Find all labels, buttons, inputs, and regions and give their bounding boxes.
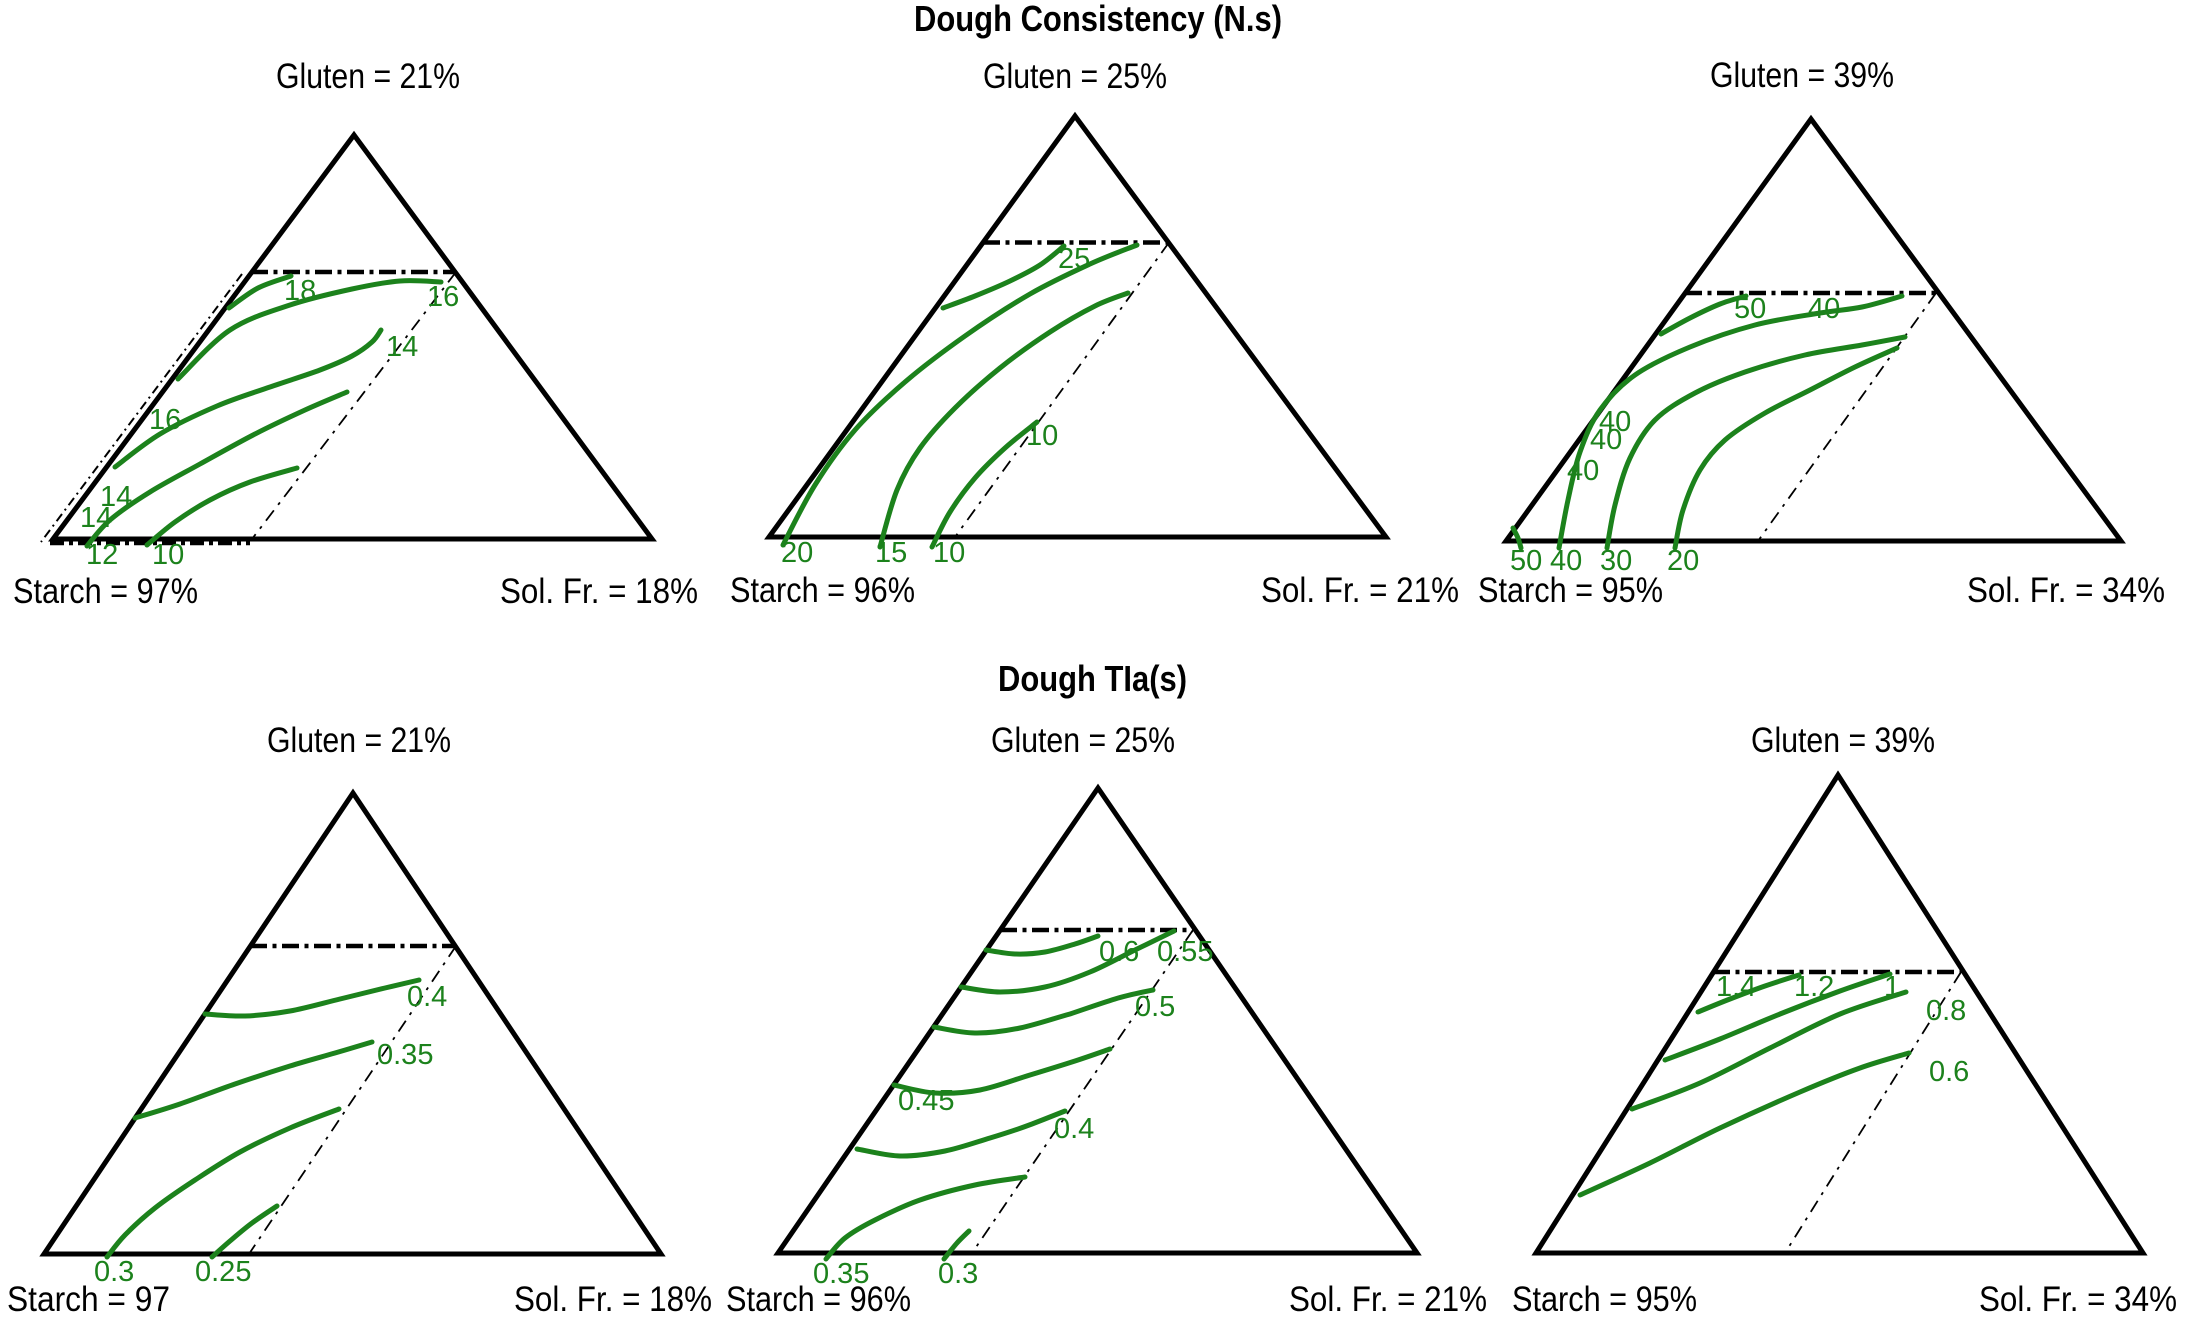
svg-text:10: 10 (1026, 420, 1058, 452)
svg-text:1.4: 1.4 (1716, 971, 1756, 1003)
svg-text:15: 15 (875, 537, 907, 569)
svg-text:Gluten = 25%: Gluten = 25% (991, 721, 1175, 760)
svg-text:Starch = 95%: Starch = 95% (1478, 571, 1663, 610)
svg-text:Sol. Fr. = 21%: Sol. Fr. = 21% (1261, 571, 1459, 610)
svg-text:Sol. Fr. = 18%: Sol. Fr. = 18% (514, 1280, 712, 1319)
svg-text:0.45: 0.45 (898, 1085, 954, 1117)
svg-text:40: 40 (1550, 545, 1582, 577)
svg-text:Gluten = 21%: Gluten = 21% (267, 721, 451, 760)
svg-text:10: 10 (152, 539, 184, 571)
svg-text:40: 40 (1808, 293, 1840, 325)
svg-text:50: 50 (1510, 545, 1542, 577)
svg-text:Starch = 95%: Starch = 95% (1512, 1280, 1697, 1319)
svg-text:Sol. Fr. = 34%: Sol. Fr. = 34% (1979, 1280, 2177, 1319)
svg-text:Gluten = 21%: Gluten = 21% (276, 57, 460, 96)
svg-text:1.2: 1.2 (1794, 971, 1834, 1003)
svg-text:0.25: 0.25 (195, 1256, 251, 1288)
svg-text:50: 50 (1734, 293, 1766, 325)
svg-text:Starch = 96%: Starch = 96% (730, 571, 915, 610)
svg-text:14: 14 (80, 502, 112, 534)
svg-text:25: 25 (1058, 243, 1090, 275)
svg-text:40: 40 (1567, 455, 1599, 487)
svg-text:Gluten = 39%: Gluten = 39% (1710, 56, 1894, 95)
svg-text:14: 14 (100, 481, 132, 513)
svg-text:Sol. Fr. = 34%: Sol. Fr. = 34% (1967, 571, 2165, 610)
svg-text:0.5: 0.5 (1135, 991, 1175, 1023)
svg-text:Gluten = 25%: Gluten = 25% (983, 57, 1167, 96)
svg-text:0.3: 0.3 (938, 1258, 978, 1290)
svg-text:Starch = 97%: Starch = 97% (13, 572, 198, 611)
svg-text:Starch = 96%: Starch = 96% (726, 1280, 911, 1319)
svg-text:20: 20 (1667, 545, 1699, 577)
svg-text:0.35: 0.35 (377, 1039, 433, 1071)
svg-text:0.6: 0.6 (1929, 1056, 1969, 1088)
svg-text:30: 30 (1600, 545, 1632, 577)
svg-text:10: 10 (933, 537, 965, 569)
svg-text:16: 16 (149, 404, 181, 436)
svg-text:18: 18 (284, 275, 316, 307)
svg-text:Dough TIa(s): Dough TIa(s) (998, 658, 1187, 699)
svg-text:0.6: 0.6 (1099, 936, 1139, 968)
svg-text:Starch = 97: Starch = 97 (7, 1280, 170, 1319)
svg-text:40: 40 (1599, 406, 1631, 438)
svg-text:1: 1 (1884, 971, 1900, 1003)
svg-text:Sol. Fr. = 18%: Sol. Fr. = 18% (500, 572, 698, 611)
svg-text:Sol. Fr. = 21%: Sol. Fr. = 21% (1289, 1280, 1487, 1319)
svg-text:0.35: 0.35 (813, 1258, 869, 1290)
svg-text:40: 40 (1590, 424, 1622, 456)
svg-text:20: 20 (781, 537, 813, 569)
svg-text:0.55: 0.55 (1157, 936, 1213, 968)
svg-text:0.8: 0.8 (1926, 995, 1966, 1027)
svg-text:0.4: 0.4 (407, 981, 447, 1013)
svg-text:16: 16 (427, 281, 459, 313)
svg-text:0.3: 0.3 (94, 1256, 134, 1288)
svg-text:Gluten = 39%: Gluten = 39% (1751, 721, 1935, 760)
svg-text:14: 14 (386, 331, 418, 363)
svg-text:12: 12 (86, 539, 118, 571)
svg-text:Dough Consistency (N.s): Dough Consistency (N.s) (914, 0, 1282, 39)
svg-text:0.4: 0.4 (1054, 1113, 1094, 1145)
